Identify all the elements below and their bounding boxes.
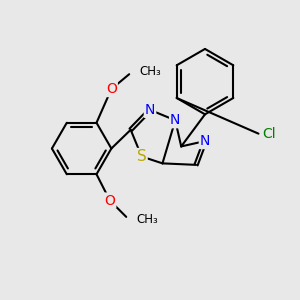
Text: S: S (137, 149, 147, 164)
Text: O: O (104, 194, 115, 208)
Text: O: O (106, 82, 117, 96)
Text: N: N (145, 103, 155, 117)
Text: CH₃: CH₃ (140, 65, 161, 78)
Text: CH₃: CH₃ (136, 213, 158, 226)
Text: N: N (200, 134, 210, 148)
Text: Cl: Cl (262, 127, 276, 141)
Text: N: N (170, 113, 181, 127)
